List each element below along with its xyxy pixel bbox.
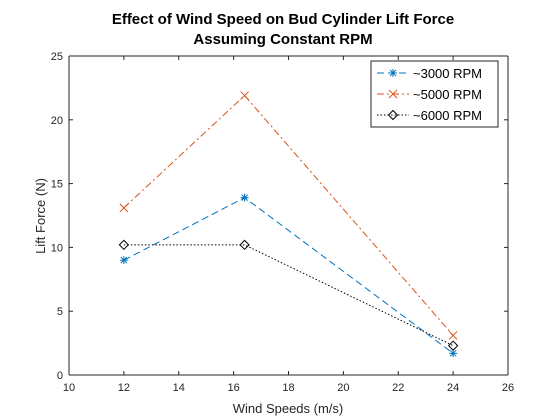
data-point [239, 239, 250, 251]
y-tick-label: 5 [57, 306, 63, 318]
legend-label: ~6000 RPM [413, 108, 482, 123]
marker-stroke [389, 69, 397, 77]
plot-series [118, 91, 459, 358]
x-tick-label: 24 [447, 382, 459, 394]
marker-stroke [448, 331, 458, 340]
legend-label: ~3000 RPM [413, 66, 482, 81]
marker-stroke [240, 91, 249, 100]
legend-item: ~5000 RPM [377, 87, 482, 102]
data-point [119, 203, 129, 213]
x-tick-label: 10 [63, 382, 75, 394]
data-point [448, 331, 458, 340]
marker-stroke [449, 349, 457, 357]
legend-item: ~3000 RPM [377, 66, 482, 81]
data-point [118, 239, 130, 251]
series-3000-rpm [119, 193, 458, 358]
y-axis-label: Lift Force (N) [33, 178, 48, 254]
y-tick-label: 15 [51, 179, 63, 191]
legend-marker [389, 69, 397, 77]
series-line [123, 197, 454, 354]
marker-shape [118, 239, 130, 251]
x-tick-label: 18 [282, 382, 294, 394]
marker-stroke [388, 89, 398, 99]
series-5000-rpm [119, 91, 458, 340]
marker-shape [387, 109, 399, 121]
data-point [447, 340, 459, 351]
x-tick-label: 26 [502, 382, 514, 394]
marker-stroke [241, 194, 248, 201]
x-tick-label: 20 [337, 382, 349, 394]
legend-marker [388, 89, 398, 99]
series-6000-rpm [118, 239, 459, 351]
legend: ~3000 RPM ~5000 RPM ~6000 RPM [370, 60, 499, 128]
axes: 10 12 14 16 18 20 22 24 26 0 5 10 15 20 25 [51, 51, 514, 394]
marker-stroke [120, 256, 128, 264]
legend-item: ~6000 RPM [377, 108, 482, 123]
legend-marker [387, 109, 399, 121]
marker-shape [239, 239, 250, 251]
x-tick-label: 12 [118, 382, 130, 394]
marker-shape [447, 340, 459, 351]
data-point [240, 91, 249, 100]
series-line [123, 244, 454, 347]
data-point [240, 193, 249, 202]
x-axis-label: Wind Speeds (m/s) [233, 401, 344, 416]
legend-label: ~5000 RPM [413, 87, 482, 102]
chart-title: Effect of Wind Speed on Bud Cylinder Lif… [112, 11, 454, 28]
y-tick-label: 0 [57, 370, 63, 382]
series-line [123, 94, 454, 336]
marker-stroke [119, 203, 129, 213]
chart-subtitle: Assuming Constant RPM [193, 31, 372, 48]
y-tick-label: 20 [51, 115, 63, 127]
y-tick-label: 10 [51, 242, 63, 254]
y-tick-label: 25 [51, 51, 63, 63]
x-tick-label: 16 [228, 382, 240, 394]
x-tick-label: 14 [173, 382, 185, 394]
data-point [119, 256, 128, 265]
x-tick-label: 22 [392, 382, 404, 394]
